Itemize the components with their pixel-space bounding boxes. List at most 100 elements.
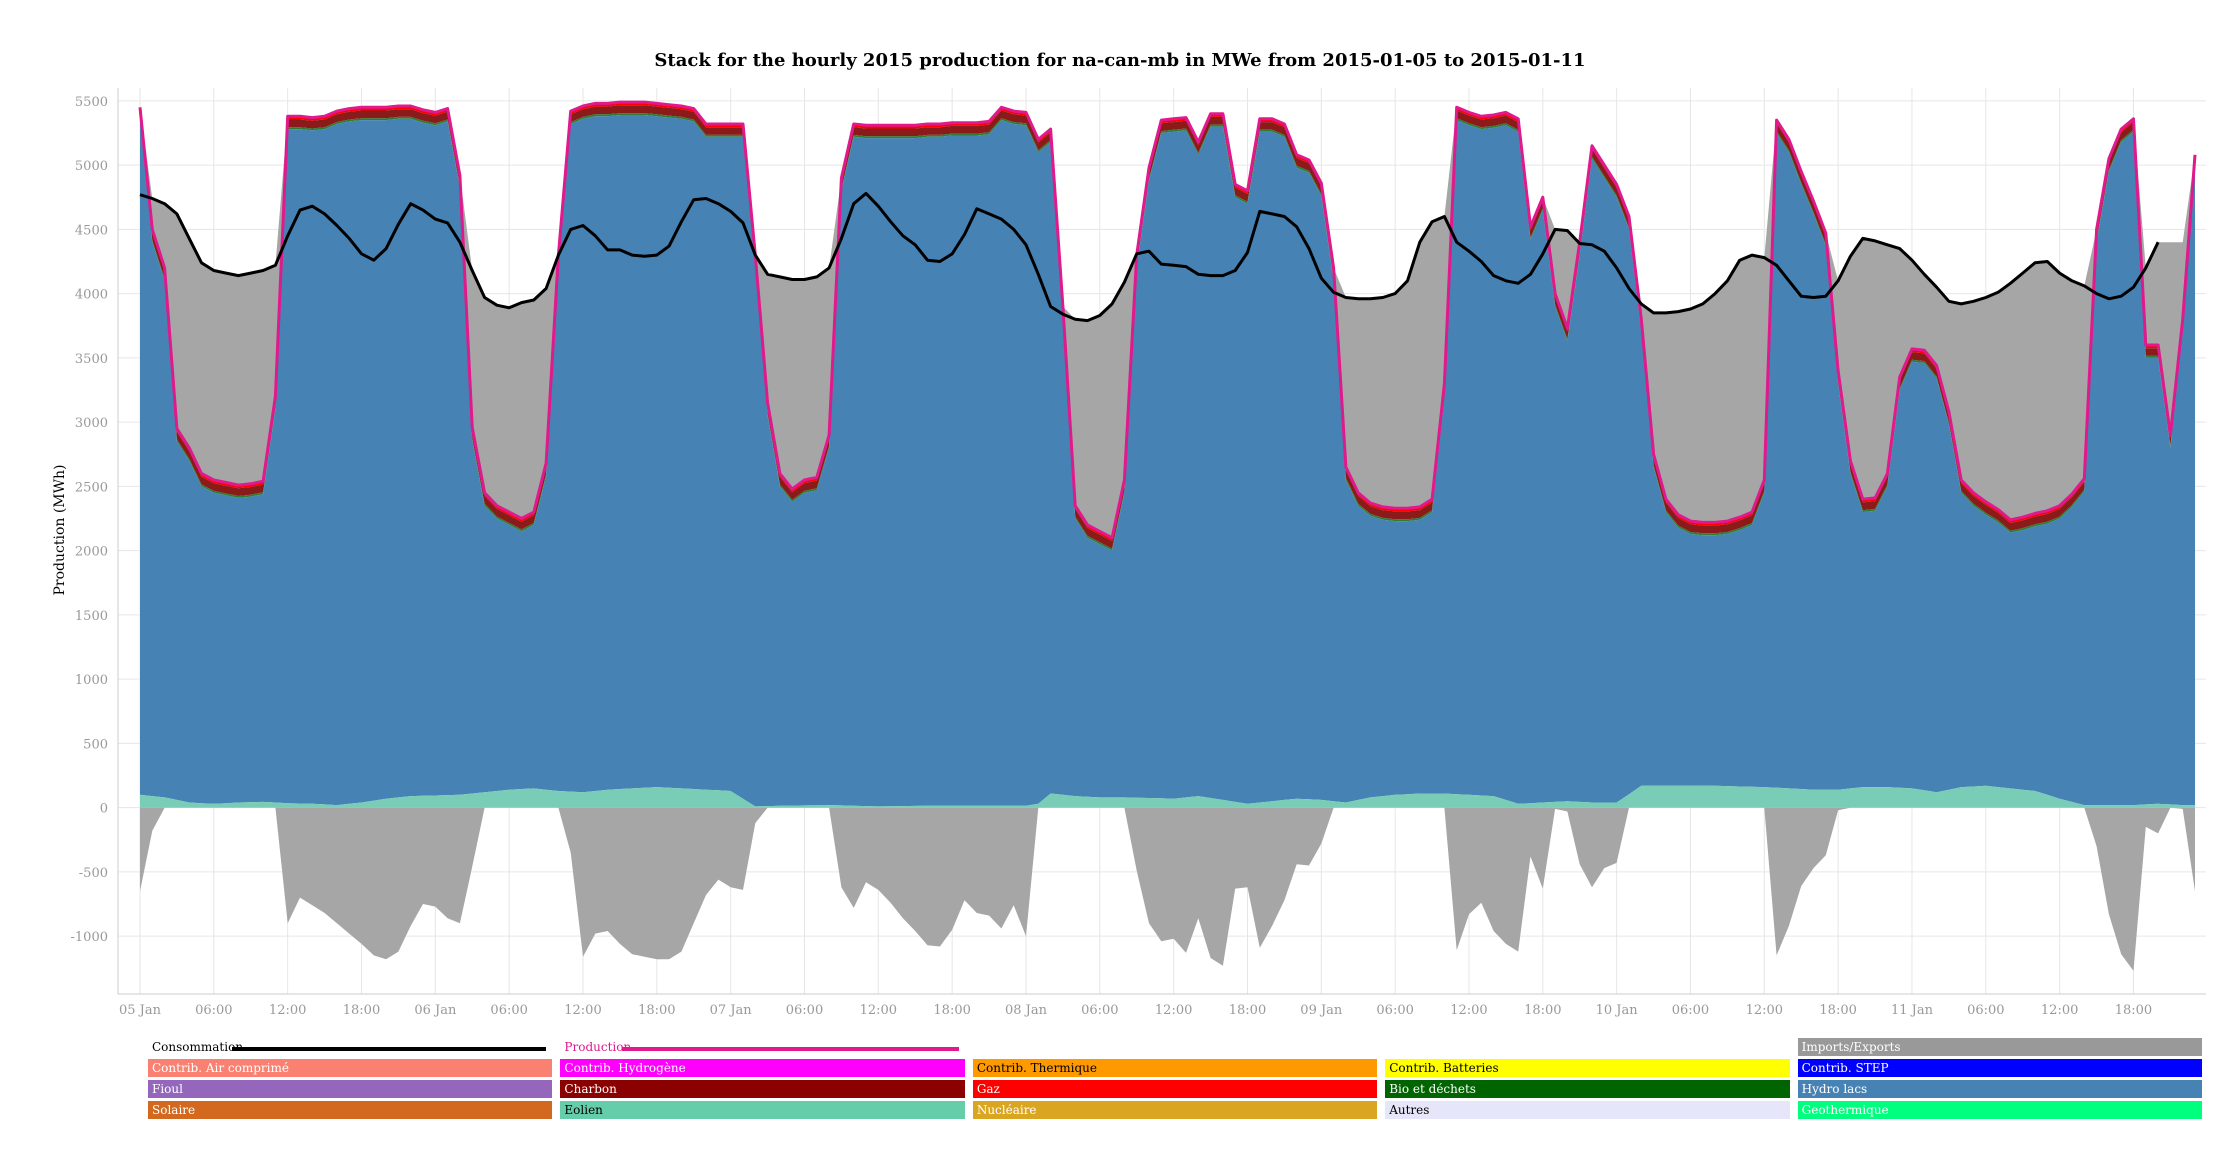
legend-item-label: Contrib. Thermique bbox=[976, 1061, 1097, 1075]
stacked-areas bbox=[140, 102, 2195, 971]
legend-item-label: Contrib. Air comprimé bbox=[152, 1061, 289, 1075]
legend-item[interactable]: Geothermique bbox=[1797, 1101, 2203, 1119]
legend-item[interactable]: Contrib. Thermique bbox=[972, 1059, 1378, 1077]
x-tick-label: 06:00 bbox=[1967, 1003, 2004, 1018]
imports-exports-area bbox=[140, 102, 2195, 538]
legend-item-label: Gaz bbox=[976, 1082, 1000, 1096]
y-tick-label: 1500 bbox=[75, 609, 108, 624]
x-tick-label: 06 Jan bbox=[414, 1003, 457, 1018]
y-tick-label: 3500 bbox=[75, 352, 108, 367]
x-axis: 05 Jan 06:00 12:00 18:00 06 Jan 06:00 12:00 18:… bbox=[119, 1003, 2152, 1018]
legend-item-consommation[interactable]: Consommation bbox=[148, 1038, 552, 1056]
x-tick-label: 10 Jan bbox=[1596, 1003, 1639, 1018]
x-tick-label: 05 Jan bbox=[119, 1003, 162, 1018]
legend-item-label: Fioul bbox=[152, 1082, 183, 1096]
x-tick-label: 07 Jan bbox=[710, 1003, 753, 1018]
legend-row-lines: Consommation Production Imports/Exports bbox=[148, 1038, 2210, 1058]
legend-item[interactable]: Gaz bbox=[972, 1080, 1378, 1098]
x-tick-label: 11 Jan bbox=[1891, 1003, 1934, 1018]
x-tick-label: 18:00 bbox=[2115, 1003, 2152, 1018]
hydro-lacs-area bbox=[140, 115, 2195, 807]
x-tick-label: 18:00 bbox=[1819, 1003, 1856, 1018]
legend-spacer bbox=[973, 1038, 1377, 1056]
production-line bbox=[138, 100, 2197, 540]
legend-item-label: Autres bbox=[1389, 1103, 1430, 1117]
x-tick-label: 12:00 bbox=[1155, 1003, 1192, 1018]
x-tick-label: 06:00 bbox=[1672, 1003, 1709, 1018]
y-tick-label: 4500 bbox=[75, 223, 108, 238]
legend-item-label: Contrib. Hydrogène bbox=[564, 1061, 686, 1075]
x-tick-label: 12:00 bbox=[564, 1003, 601, 1018]
x-tick-label: 12:00 bbox=[2041, 1003, 2078, 1018]
legend-item-label: Hydro lacs bbox=[1801, 1082, 1868, 1096]
x-tick-label: 18:00 bbox=[343, 1003, 380, 1018]
legend-item-label: Solaire bbox=[152, 1103, 196, 1117]
y-tick-label: 0 bbox=[100, 802, 108, 817]
legend-item[interactable]: Fioul bbox=[148, 1080, 553, 1098]
legend-item-imports-exports[interactable]: Imports/Exports bbox=[1797, 1038, 2203, 1056]
x-tick-label: 18:00 bbox=[1524, 1003, 1561, 1018]
eolien-area bbox=[140, 785, 2195, 808]
legend-label-production: Production bbox=[564, 1040, 632, 1054]
consommation-line bbox=[139, 191, 2160, 323]
x-tick-label: 08 Jan bbox=[1005, 1003, 1048, 1018]
imports-negative-area bbox=[140, 807, 2195, 971]
y-tick-label: 5000 bbox=[75, 159, 108, 174]
legend-item[interactable]: Nucléaire bbox=[972, 1101, 1378, 1119]
x-tick-label: 18:00 bbox=[1229, 1003, 1266, 1018]
x-tick-label: 06:00 bbox=[490, 1003, 527, 1018]
x-tick-label: 06:00 bbox=[1376, 1003, 1413, 1018]
legend-item-label: Geothermique bbox=[1801, 1103, 1889, 1117]
x-tick-label: 12:00 bbox=[1450, 1003, 1487, 1018]
legend-label-imports-exports: Imports/Exports bbox=[1801, 1040, 1901, 1054]
legend-item[interactable]: Eolien bbox=[560, 1101, 965, 1119]
legend: Consommation Production Imports/Exports … bbox=[148, 1038, 2210, 1122]
y-tick-label: 2000 bbox=[75, 545, 108, 560]
legend-item[interactable]: Hydro lacs bbox=[1797, 1080, 2203, 1098]
legend-item-production[interactable]: Production bbox=[560, 1038, 964, 1056]
legend-item-label: Contrib. Batteries bbox=[1389, 1061, 1499, 1075]
legend-spacer bbox=[1385, 1038, 1789, 1056]
legend-item-label: Eolien bbox=[564, 1103, 603, 1117]
x-tick-label: 12:00 bbox=[860, 1003, 897, 1018]
y-axis: -1000 -500 0 500 1000 1500 2000 2500 3000 3500 400… bbox=[71, 95, 108, 945]
plot-frame bbox=[117, 88, 2206, 995]
y-tick-label: 1000 bbox=[75, 673, 108, 688]
y-tick-label: -1000 bbox=[71, 930, 108, 945]
x-tick-label: 06:00 bbox=[195, 1003, 232, 1018]
x-tick-label: 12:00 bbox=[1746, 1003, 1783, 1018]
legend-row: Solaire Eolien Nucléaire Autres Geothermique bbox=[148, 1101, 2210, 1121]
legend-swatch-production bbox=[622, 1047, 959, 1051]
x-tick-label: 18:00 bbox=[638, 1003, 675, 1018]
legend-item[interactable]: Bio et déchets bbox=[1385, 1080, 1790, 1098]
legend-grid: Contrib. Air comprimé Contrib. Hydrogène C… bbox=[148, 1059, 2210, 1121]
y-tick-label: 2500 bbox=[75, 480, 108, 495]
legend-item[interactable]: Autres bbox=[1385, 1101, 1790, 1119]
legend-item[interactable]: Solaire bbox=[148, 1101, 553, 1119]
y-tick-label: 500 bbox=[83, 737, 108, 752]
y-axis-label: Production (MWh) bbox=[52, 464, 68, 595]
legend-item-label: Nucléaire bbox=[976, 1103, 1037, 1117]
y-tick-label: 5500 bbox=[75, 95, 108, 110]
legend-item[interactable]: Contrib. Batteries bbox=[1385, 1059, 1790, 1077]
legend-item[interactable]: Charbon bbox=[560, 1080, 965, 1098]
legend-label-consommation: Consommation bbox=[152, 1040, 244, 1054]
legend-row: Contrib. Air comprimé Contrib. Hydrogène C… bbox=[148, 1059, 2210, 1079]
x-tick-label: 06:00 bbox=[1081, 1003, 1118, 1018]
x-tick-label: 06:00 bbox=[786, 1003, 823, 1018]
x-tick-label: 18:00 bbox=[933, 1003, 970, 1018]
legend-swatch-consommation bbox=[232, 1047, 547, 1051]
y-tick-label: 4000 bbox=[75, 288, 108, 303]
series-lines bbox=[138, 100, 2197, 540]
x-tick-label: 12:00 bbox=[269, 1003, 306, 1018]
legend-item[interactable]: Contrib. STEP bbox=[1797, 1059, 2203, 1077]
legend-item-label: Charbon bbox=[564, 1082, 617, 1096]
y-tick-label: 3000 bbox=[75, 416, 108, 431]
legend-item-label: Bio et déchets bbox=[1389, 1082, 1476, 1096]
chart-title: Stack for the hourly 2015 production for… bbox=[654, 50, 1585, 71]
y-tick-label: -500 bbox=[79, 866, 108, 881]
legend-item[interactable]: Contrib. Hydrogène bbox=[560, 1059, 965, 1077]
legend-item[interactable]: Contrib. Air comprimé bbox=[148, 1059, 553, 1077]
legend-row: Fioul Charbon Gaz Bio et déchets Hydro lacs bbox=[148, 1080, 2210, 1100]
